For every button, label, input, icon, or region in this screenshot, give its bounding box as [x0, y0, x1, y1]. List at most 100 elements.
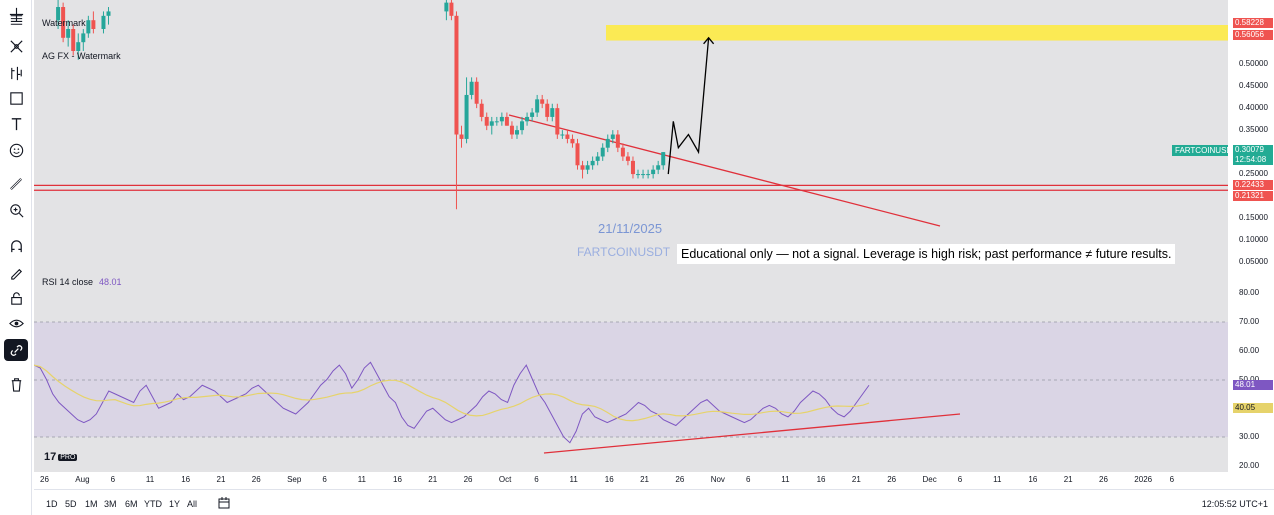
- time-tick: 26: [463, 475, 473, 484]
- chart-canvas[interactable]: [34, 0, 1228, 472]
- candle-body: [91, 20, 96, 30]
- candle-body: [550, 108, 555, 117]
- candle-body: [66, 29, 71, 38]
- rsi-label: RSI 14 close: [42, 277, 94, 287]
- time-tick: 26: [251, 475, 261, 484]
- time-tick: 26: [1099, 475, 1108, 484]
- candle-body: [661, 152, 666, 166]
- time-tick: 21: [216, 475, 226, 484]
- trend-line-icon[interactable]: [4, 9, 28, 31]
- measure-ruler-icon[interactable]: [4, 173, 28, 195]
- candle-body: [625, 156, 630, 161]
- candle-body: [605, 138, 610, 148]
- range-button-ytd[interactable]: YTD: [144, 499, 162, 509]
- price-axis[interactable]: 0.500000.450000.400000.350000.300000.250…: [1228, 0, 1274, 472]
- candle-body: [651, 169, 656, 175]
- candle-body: [540, 99, 545, 104]
- candle-body: [56, 7, 61, 21]
- tv-mark: 17: [44, 451, 57, 463]
- time-tick: 11: [145, 475, 155, 484]
- text-tool-icon[interactable]: [4, 113, 28, 135]
- candle-body: [615, 134, 620, 148]
- chart-pane[interactable]: Watermark AG FX - Watermark 21/11/2025 F…: [34, 0, 1228, 472]
- candle-body: [509, 125, 514, 135]
- time-tick: Sep: [287, 475, 302, 484]
- time-tick: 26: [40, 475, 49, 484]
- emoji-icon[interactable]: [4, 139, 28, 161]
- time-tick: 6: [957, 475, 963, 484]
- candle-body: [106, 11, 111, 16]
- rsi-ma-value-label: 40.05: [1233, 403, 1273, 413]
- zoom-in-icon[interactable]: [4, 199, 28, 221]
- range-button-5d[interactable]: 5D: [65, 499, 77, 509]
- range-button-all[interactable]: All: [187, 499, 198, 509]
- rsi-ma-line: [34, 364, 870, 422]
- fib-tool-icon[interactable]: [4, 35, 28, 57]
- pattern-tool-icon[interactable]: [4, 62, 28, 84]
- trash-icon[interactable]: [4, 373, 28, 395]
- descending-trendline: [508, 114, 941, 227]
- rsi-value-label: 48.01: [1233, 380, 1273, 390]
- price-tick: 0.40000: [1239, 103, 1268, 113]
- time-axis[interactable]: 26 Aug 6 11 16 21 26 Sep 6 11 16 21 26 Oct 6 11 16 21 26 No…: [34, 472, 1228, 487]
- candle-body: [620, 147, 625, 157]
- time-tick: 21: [851, 475, 861, 484]
- clock[interactable]: 12:05:52 UTC+1: [1201, 499, 1268, 509]
- candle-body: [595, 156, 600, 161]
- rsi-band: [34, 322, 1228, 437]
- support-price-label-1: 0.22433: [1233, 180, 1273, 190]
- price-tick: 0.10000: [1239, 235, 1268, 245]
- range-button-1d[interactable]: 1D: [46, 499, 58, 509]
- candle-body: [646, 174, 651, 176]
- time-tick: 2026: [1134, 475, 1153, 484]
- date-label: 21/11/2025: [598, 221, 663, 236]
- time-tick: 11: [781, 475, 790, 484]
- lock-icon[interactable]: [4, 287, 28, 309]
- range-button-1m[interactable]: 1M: [85, 499, 98, 509]
- magnet-icon[interactable]: [4, 235, 28, 257]
- current-price-label: 0.30079: [1233, 145, 1273, 155]
- candle-body: [590, 160, 595, 166]
- candle-body: [484, 116, 489, 126]
- drawing-toolbar: [0, 0, 32, 515]
- price-tick: 0.35000: [1239, 125, 1268, 135]
- rsi-tick: 50.00: [1239, 374, 1260, 384]
- rsi-value: 48.01: [99, 277, 122, 287]
- candle-body: [444, 2, 449, 12]
- time-tick: 21: [640, 475, 649, 484]
- drawing-mode-icon[interactable]: [4, 261, 28, 283]
- range-button-6m[interactable]: 6M: [125, 499, 138, 509]
- bottom-toolbar: 1D 5D 1M 3M 6M YTD 1Y All 12:05:52 UTC+1: [34, 489, 1274, 515]
- candle-body: [555, 108, 560, 135]
- time-tick: Oct: [498, 475, 512, 484]
- price-tick: 0.05000: [1239, 257, 1268, 266]
- link-icon[interactable]: [4, 339, 28, 361]
- legend-watermark: Watermark: [42, 18, 86, 28]
- rsi-trendline: [543, 413, 961, 454]
- candle-body: [494, 121, 499, 123]
- time-tick: Nov: [710, 475, 725, 484]
- candle-body: [454, 15, 459, 135]
- time-tick: 6: [1169, 475, 1175, 484]
- eye-icon[interactable]: [4, 312, 28, 334]
- candle-body: [545, 103, 550, 117]
- time-tick: 11: [357, 475, 366, 484]
- countdown-label: 12:54:08: [1233, 155, 1273, 165]
- candle-body: [530, 112, 535, 117]
- time-tick: 6: [322, 475, 327, 484]
- calendar-icon[interactable]: [217, 496, 231, 512]
- candle-body: [469, 81, 474, 95]
- range-button-1y[interactable]: 1Y: [169, 499, 181, 509]
- range-button-3m[interactable]: 3M: [104, 499, 117, 509]
- resistance-price-label-2: 0.56056: [1233, 30, 1273, 40]
- candle-body: [575, 143, 580, 166]
- candle-body: [61, 7, 66, 38]
- geometric-shape-icon[interactable]: [4, 87, 28, 109]
- disclaimer-note: Educational only — not a signal. Leverag…: [677, 244, 1176, 264]
- candle-body: [76, 42, 81, 51]
- time-tick: 6: [534, 475, 539, 484]
- symbol-watermark: FARTCOINUSDT: [577, 245, 671, 259]
- candle-body: [86, 20, 91, 34]
- time-tick: 11: [993, 475, 1002, 484]
